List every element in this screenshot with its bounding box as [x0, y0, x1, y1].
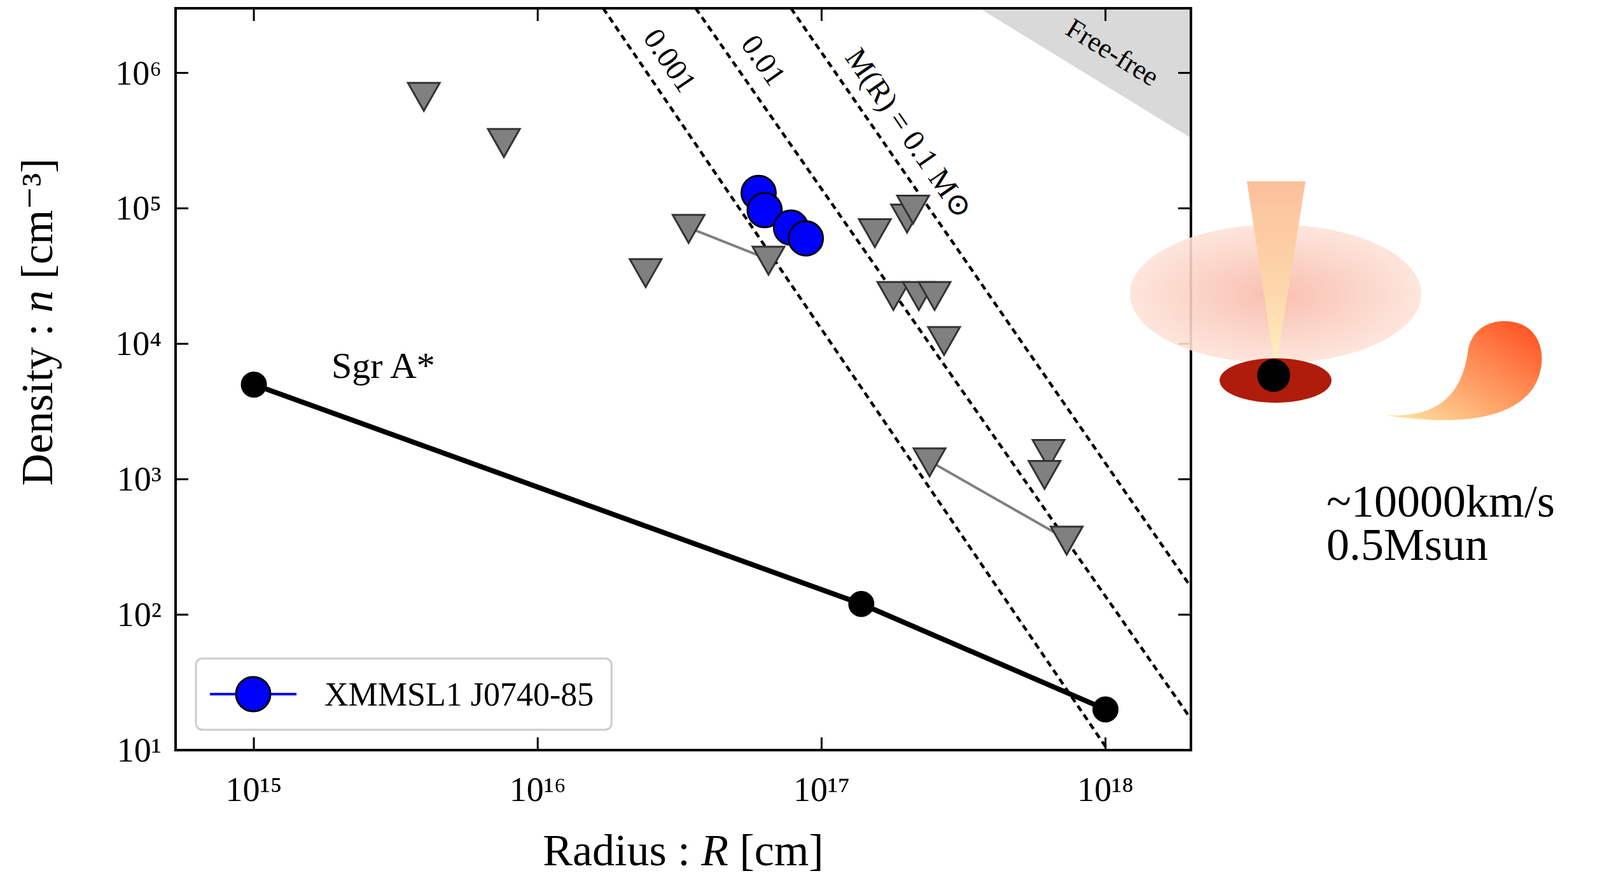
plot-data: [241, 8, 1191, 751]
text-part: n: [12, 279, 62, 314]
x-tick-label: 10¹⁵: [225, 770, 283, 809]
triangle-marker: [918, 281, 951, 310]
text-part: 0.001: [637, 22, 705, 98]
text-part: Radius: [542, 825, 678, 875]
triangle-marker: [1050, 526, 1083, 555]
y-tick-right: [1178, 749, 1191, 752]
text-part: [cm]: [739, 825, 824, 875]
mass-line: [695, 8, 1191, 719]
series-line: [688, 227, 1067, 540]
chart: 10¹⁵ 10¹⁶ 10¹⁷ 10¹⁸ 10¹ 10² 10³ 10⁴ 10⁵ 10⁶ Radius…: [0, 0, 1600, 885]
text-part: R: [700, 825, 740, 875]
y-tick-label: 10⁶: [115, 54, 162, 93]
mass-line-label: 0.001: [637, 22, 705, 98]
x-tick-top: [1104, 8, 1107, 21]
mass-line: [603, 8, 1108, 751]
y-tick-right: [1178, 71, 1191, 74]
triangle-marker: [1028, 460, 1061, 489]
series-label: Sgr A*: [331, 344, 436, 387]
annotation: 0.5Msun: [1326, 519, 1489, 571]
y-tick-label: 10⁵: [115, 188, 162, 228]
legend-box: [195, 658, 612, 730]
mass-line-label: 0.01: [734, 28, 794, 92]
circle-marker: [1093, 697, 1118, 722]
y-tick: [175, 478, 189, 481]
triangle-marker: [897, 195, 929, 224]
x-tick-label: 10¹⁸: [1077, 770, 1134, 809]
circle-marker: [241, 372, 266, 397]
x-tick-top: [536, 8, 539, 21]
legend-label: XMMSL1 J0740-85: [324, 676, 594, 713]
cartoon: [1129, 181, 1543, 420]
y-tick: [175, 342, 189, 345]
y-tick: [175, 613, 189, 616]
jet-cone: [1246, 181, 1306, 373]
stellar-debris: [1382, 321, 1543, 421]
circle-marker: [849, 591, 874, 616]
legend: XMMSL1 J0740-85: [195, 658, 612, 730]
text-part: :: [12, 312, 62, 336]
x-tick-top: [253, 8, 256, 21]
circle-marker: [788, 221, 824, 256]
x-tick: [253, 737, 256, 751]
y-tick-label: 10¹: [117, 730, 162, 770]
triangle-marker: [672, 215, 705, 244]
x-tick: [820, 737, 823, 751]
mass-line-label: M(R) = 0.1 M⊙: [838, 41, 980, 226]
y-tick-right: [1178, 613, 1191, 616]
triangle-marker: [487, 129, 520, 158]
triangle-marker: [913, 448, 946, 477]
triangle-marker: [858, 218, 891, 247]
text-part: M⊙: [921, 162, 980, 225]
plot-frame: [175, 8, 1191, 751]
text-part: 0.01: [734, 28, 794, 92]
triangle-marker: [407, 82, 440, 111]
x-tick: [1104, 737, 1107, 751]
text-part: [cm⁻³]: [12, 158, 62, 280]
free-free-region: [979, 8, 1191, 139]
x-axis-title: Radius : R [cm]: [542, 825, 824, 875]
y-tick-label: 10³: [117, 459, 162, 499]
y-tick-right: [1178, 478, 1191, 481]
region-label: Free-free: [1060, 12, 1165, 93]
x-tick-top: [820, 8, 823, 21]
y-tick: [175, 207, 189, 210]
triangle-marker: [629, 258, 662, 287]
text-part: Density: [12, 335, 62, 486]
text-part: :: [677, 825, 702, 875]
black-hole: [1257, 358, 1291, 392]
legend-marker: [236, 676, 271, 712]
y-tick: [175, 71, 189, 74]
triangle-marker: [928, 326, 960, 355]
y-tick: [175, 749, 189, 752]
y-tick-label: 10²: [117, 595, 162, 634]
y-tick-right: [1178, 207, 1191, 210]
x-tick: [536, 737, 539, 751]
y-axis-title: Density : n [cm⁻³]: [12, 158, 62, 487]
triangle-marker: [752, 246, 785, 275]
accretion-disk: [1219, 358, 1332, 403]
x-tick-label: 10¹⁷: [793, 770, 850, 809]
y-tick-label: 10⁴: [115, 324, 162, 363]
x-tick-label: 10¹⁶: [509, 770, 567, 809]
